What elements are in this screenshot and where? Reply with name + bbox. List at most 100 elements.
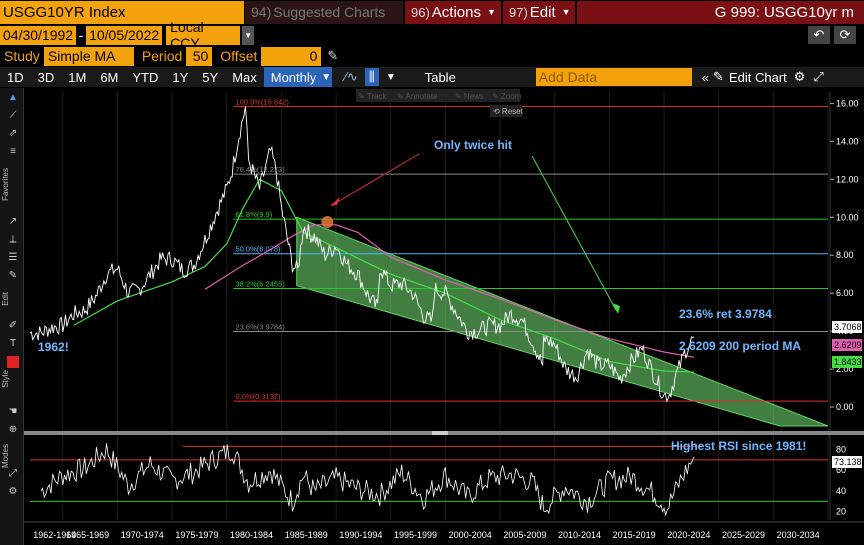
rsi-line (40, 443, 695, 517)
color-swatch-icon[interactable] (7, 356, 19, 368)
annotation-highest-rsi: Highest RSI since 1981! (671, 439, 806, 453)
tab-max[interactable]: Max (232, 69, 257, 85)
price-line (29, 106, 695, 403)
annotation-ma200: 2.6209 200 period MA (679, 339, 801, 353)
reset-button[interactable]: ⟲ Reset (493, 107, 524, 116)
x-tick-label: 1985-1989 (285, 530, 328, 540)
tab-3d[interactable]: 3D (37, 69, 55, 85)
suggested-charts-label: Suggested Charts (273, 4, 386, 20)
chevron-down-icon: ▼ (561, 7, 571, 17)
ruler-icon[interactable]: ⟂ (9, 234, 17, 245)
red-arrow-line (333, 153, 420, 205)
offset-label: Offset (220, 48, 258, 64)
tab-1y[interactable]: 1Y (172, 69, 189, 85)
collapse-icon[interactable]: « (701, 69, 710, 85)
x-tick-label: 1995-1999 (394, 530, 437, 540)
study-bar: Study Simple MA Period 50 Offset 0 ✎ (0, 46, 338, 66)
currency-select[interactable]: Local CCY (166, 19, 241, 51)
line-chart-icon[interactable]: ⁄∿ (344, 69, 358, 84)
pane-resize-handle[interactable] (432, 431, 448, 435)
pencil-icon[interactable]: ✎ (327, 48, 339, 63)
edit-menu[interactable]: 97) Edit ▼ (501, 0, 575, 24)
reset-button-bg[interactable] (490, 105, 522, 117)
track-button[interactable]: ✎ Track (358, 92, 387, 101)
x-tick-label: 2020-2024 (667, 530, 710, 540)
x-tick-label: 2000-2004 (449, 530, 492, 540)
edit-chart-button[interactable]: Edit Chart (728, 69, 787, 85)
value-tag (832, 356, 862, 368)
fib-level-label: 50.0%(8.078) (236, 245, 282, 254)
fib-icon[interactable]: ☰ (8, 252, 18, 263)
x-tick-label: 2010-2014 (558, 530, 601, 540)
tab-5y[interactable]: 5Y (202, 69, 219, 85)
hand-icon[interactable]: ☚ (8, 406, 18, 417)
tab-1d[interactable]: 1D (7, 69, 24, 85)
gear-icon[interactable]: ⚙ (8, 486, 18, 497)
add-data-input[interactable]: Add Data (535, 68, 692, 86)
gear-icon[interactable]: ⚙ (793, 69, 806, 84)
value-tag (832, 456, 862, 468)
end-date-input[interactable]: 10/05/2022 (86, 25, 163, 45)
pencil-icon[interactable]: ✎ (713, 69, 724, 84)
channel-icon[interactable]: ≡ (10, 146, 16, 157)
tab-1m[interactable]: 1M (68, 69, 87, 85)
chevron-down-icon[interactable]: ▼ (242, 25, 255, 45)
y-tick-label: 16.00 (836, 98, 859, 108)
period-label: Period (141, 48, 183, 64)
fib-level-label: 38.2%(6.2455) (236, 280, 286, 289)
chevron-down-icon: ▼ (487, 7, 496, 17)
pen-icon[interactable]: ✎ (8, 270, 18, 281)
x-tick-label: 1980-1984 (230, 530, 273, 540)
red-arrow-head (330, 197, 340, 206)
ticker-field[interactable]: USGG10YR Index (0, 0, 244, 24)
zoom-button[interactable]: ✎ Zoom (492, 92, 522, 101)
green-arrow-head (612, 303, 620, 314)
text-icon[interactable]: T (9, 338, 17, 349)
table-button[interactable]: Table (424, 69, 456, 85)
annotate-button[interactable]: ✎ Annotate (397, 92, 438, 101)
x-tick-label: 2030-2034 (777, 530, 820, 540)
chart-controls-bar (356, 89, 520, 102)
chart-toolbar: 1D 3D 1M 6M YTD 1Y 5Y Max Monthly ▼ ⁄∿ ⫼… (0, 67, 864, 87)
value-tag (832, 339, 862, 351)
chart-panel[interactable]: 100.0%(15.842) 76.4%(12.273) 61.8%(9.9) 50.… (24, 88, 864, 545)
expand-icon[interactable]: ⤢ (813, 69, 824, 84)
refresh-icon[interactable]: ⟳ (834, 26, 856, 44)
trend-icon[interactable]: ⇗ (8, 128, 18, 139)
draw-line-icon[interactable]: ⟋ (9, 110, 17, 121)
start-date-input[interactable]: 04/30/1992 (0, 25, 77, 45)
modes-label: Modes (1, 444, 10, 469)
suggested-charts-number: 94) (251, 4, 272, 20)
tab-6m[interactable]: 6M (100, 69, 119, 85)
x-tick-label: 2005-2009 (503, 530, 546, 540)
frequency-select[interactable]: Monthly ▼ (263, 67, 332, 87)
annotation-fib-236: 23.6% ret 3.9784 (679, 307, 772, 321)
news-button[interactable]: ✎ News (455, 92, 484, 101)
study-select[interactable]: Simple MA (43, 46, 134, 66)
offset-input[interactable]: 0 (261, 46, 322, 66)
arrow-icon[interactable]: ↗ (8, 216, 18, 227)
y-tick-label: 0.00 (836, 402, 854, 412)
undo-icon[interactable]: ↶ (808, 26, 830, 44)
crosshair-icon[interactable]: ⊕ (8, 424, 18, 435)
chevron-down-icon[interactable]: ▼ (385, 71, 396, 83)
expand-icon[interactable]: ⤢ (9, 468, 17, 479)
green-arrow-line (531, 155, 617, 311)
y-tick-label: 10.00 (836, 212, 859, 222)
highlighter-icon[interactable]: ✐ (8, 320, 18, 331)
value-tag (832, 321, 862, 333)
fib-level-label: 23.6%(3.9784) (236, 323, 286, 332)
tab-ytd[interactable]: YTD (132, 69, 159, 85)
rsi-tick-label: 80 (836, 444, 846, 454)
suggested-charts-menu[interactable]: 94) Suggested Charts (244, 0, 403, 24)
actions-number: 96) (411, 4, 430, 20)
period-input[interactable]: 50 (186, 46, 213, 66)
cursor-icon[interactable]: ▲ (8, 92, 18, 103)
price-chart[interactable]: 100.0%(15.842) 76.4%(12.273) 61.8%(9.9) 50.… (24, 88, 864, 545)
bar-chart-icon[interactable]: ⫼ (364, 68, 379, 86)
x-tick-label: 1975-1979 (175, 530, 218, 540)
edit-number: 97) (509, 4, 528, 20)
favorites-label: Favorites (1, 168, 10, 201)
actions-menu[interactable]: 96) Actions ▼ (403, 0, 501, 24)
